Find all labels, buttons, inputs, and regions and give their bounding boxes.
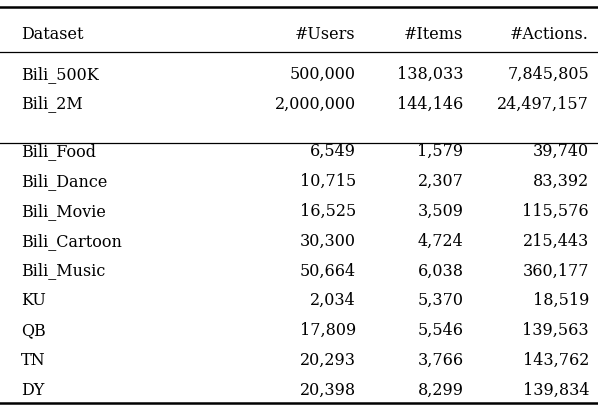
Text: Bili_Movie: Bili_Movie bbox=[21, 203, 106, 220]
Text: Bili_2M: Bili_2M bbox=[21, 95, 83, 113]
Text: 6,038: 6,038 bbox=[417, 262, 463, 279]
Text: DY: DY bbox=[21, 381, 44, 399]
Text: KU: KU bbox=[21, 292, 46, 309]
Text: 16,525: 16,525 bbox=[300, 203, 356, 220]
Text: 1,579: 1,579 bbox=[417, 143, 463, 160]
Text: 20,293: 20,293 bbox=[300, 352, 356, 369]
Text: 20,398: 20,398 bbox=[300, 381, 356, 399]
Text: 8,299: 8,299 bbox=[417, 381, 463, 399]
Text: Bili_Music: Bili_Music bbox=[21, 262, 105, 279]
Text: 18,519: 18,519 bbox=[533, 292, 589, 309]
Text: 215,443: 215,443 bbox=[523, 233, 589, 250]
Text: 360,177: 360,177 bbox=[523, 262, 589, 279]
Text: 2,307: 2,307 bbox=[417, 173, 463, 190]
Text: 39,740: 39,740 bbox=[533, 143, 589, 160]
Text: 139,563: 139,563 bbox=[523, 322, 589, 339]
Text: 5,546: 5,546 bbox=[417, 322, 463, 339]
Text: 24,497,157: 24,497,157 bbox=[497, 95, 589, 113]
Text: 6,549: 6,549 bbox=[310, 143, 356, 160]
Text: Bili_500K: Bili_500K bbox=[21, 66, 99, 83]
Text: 2,034: 2,034 bbox=[310, 292, 356, 309]
Text: 115,576: 115,576 bbox=[523, 203, 589, 220]
Text: 144,146: 144,146 bbox=[397, 95, 463, 113]
Text: 10,715: 10,715 bbox=[300, 173, 356, 190]
Text: 17,809: 17,809 bbox=[300, 322, 356, 339]
Text: 30,300: 30,300 bbox=[300, 233, 356, 250]
Text: Bili_Food: Bili_Food bbox=[21, 143, 96, 160]
Text: 500,000: 500,000 bbox=[290, 66, 356, 83]
Text: #Users: #Users bbox=[295, 26, 356, 43]
Text: 7,845,805: 7,845,805 bbox=[507, 66, 589, 83]
Text: Bili_Dance: Bili_Dance bbox=[21, 173, 107, 190]
Text: 138,033: 138,033 bbox=[397, 66, 463, 83]
Text: 143,762: 143,762 bbox=[523, 352, 589, 369]
Text: 139,834: 139,834 bbox=[523, 381, 589, 399]
Text: 3,509: 3,509 bbox=[417, 203, 463, 220]
Text: 5,370: 5,370 bbox=[417, 292, 463, 309]
Text: 3,766: 3,766 bbox=[417, 352, 463, 369]
Text: #Actions.: #Actions. bbox=[510, 26, 589, 43]
Text: 50,664: 50,664 bbox=[300, 262, 356, 279]
Text: 4,724: 4,724 bbox=[417, 233, 463, 250]
Text: QB: QB bbox=[21, 322, 45, 339]
Text: #Items: #Items bbox=[404, 26, 463, 43]
Text: 2,000,000: 2,000,000 bbox=[274, 95, 356, 113]
Text: TN: TN bbox=[21, 352, 45, 369]
Text: Dataset: Dataset bbox=[21, 26, 84, 43]
Text: Bili_Cartoon: Bili_Cartoon bbox=[21, 233, 122, 250]
Text: 83,392: 83,392 bbox=[533, 173, 589, 190]
